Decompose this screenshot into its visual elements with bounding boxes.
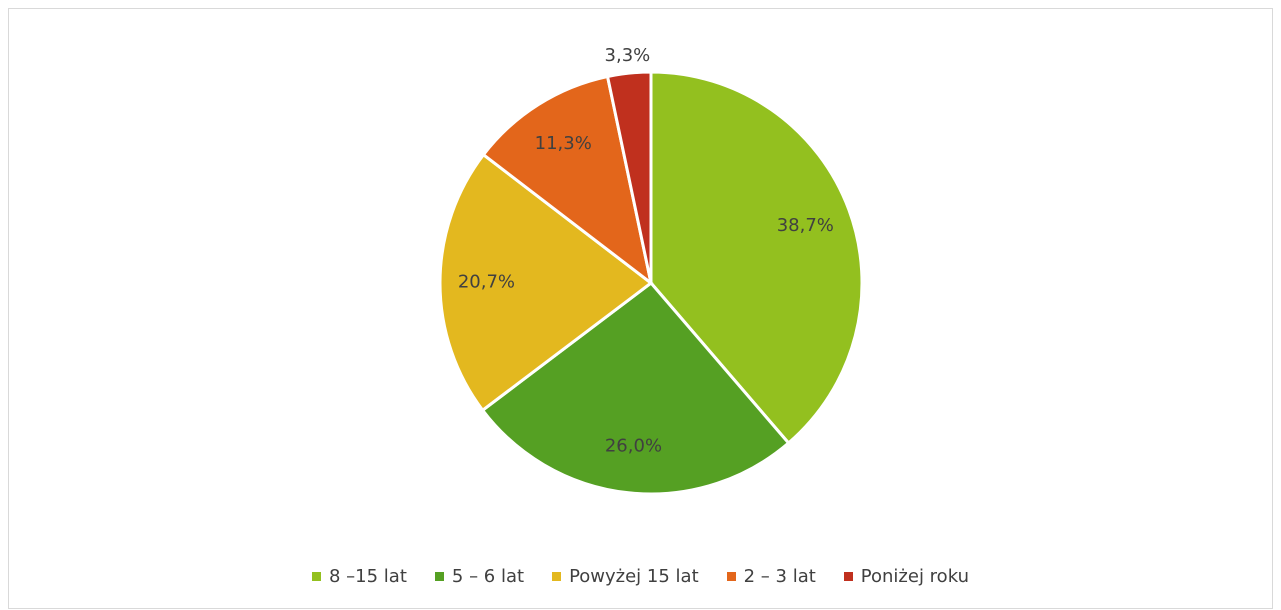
data-label: 26,0% xyxy=(605,436,662,457)
legend-item: Poniżej roku xyxy=(843,566,969,587)
pie-slice xyxy=(438,152,654,413)
legend-item: 5 – 6 lat xyxy=(434,566,525,587)
legend-label: Poniżej roku xyxy=(860,566,969,587)
pie-slice xyxy=(481,74,654,287)
legend-item: Powyżej 15 lat xyxy=(552,566,699,587)
legend-label: Powyżej 15 lat xyxy=(569,566,699,587)
legend-label: 5 – 6 lat xyxy=(451,566,525,587)
legend-item: 8 –15 lat xyxy=(312,566,407,587)
legend-swatch xyxy=(843,572,853,581)
pie-slice xyxy=(480,280,791,496)
data-label: 3,3% xyxy=(605,45,651,66)
chart-border xyxy=(8,8,1273,609)
data-label: 11,3% xyxy=(535,133,592,154)
data-label: 38,7% xyxy=(777,215,834,236)
legend-label: 8 –15 lat xyxy=(329,566,407,587)
pie-slice xyxy=(649,70,864,446)
legend-item: 2 – 3 lat xyxy=(726,566,816,587)
legend: 8 –15 lat 5 – 6 lat Powyżej 15 lat 2 – 3 la… xyxy=(0,566,1281,587)
legend-swatch xyxy=(552,572,562,581)
legend-swatch xyxy=(726,572,736,581)
legend-swatch xyxy=(312,572,321,581)
legend-swatch xyxy=(434,572,444,581)
data-label: 20,7% xyxy=(458,271,515,292)
legend-label: 2 – 3 lat xyxy=(743,566,816,587)
pie-slice xyxy=(605,70,653,284)
